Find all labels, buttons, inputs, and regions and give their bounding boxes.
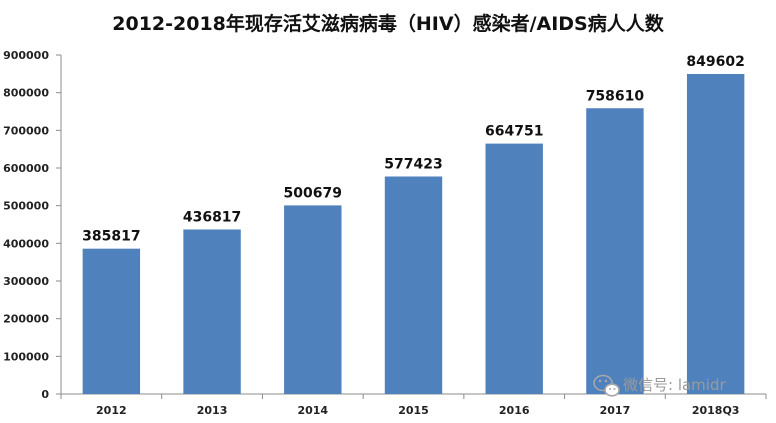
- data-label-2013: 436817: [183, 209, 241, 225]
- watermark-text: 微信号: lamidr: [623, 376, 726, 394]
- x-tick-label-2013: 2013: [197, 404, 228, 417]
- y-tick-label: 600000: [3, 162, 49, 175]
- x-axis-ticks: 2012 2013 2014 2015 2016 2017 2018Q3: [96, 404, 739, 417]
- data-labels: 385817 436817 500679 577423 664751 758610 8496…: [82, 54, 745, 245]
- bar-2012: [82, 248, 141, 394]
- bar-2013: [183, 229, 241, 394]
- chart-title: 2012-2018年现存活艾滋病病毒（HIV）感染者/AIDS病人人数: [112, 12, 664, 35]
- y-tick-label: 300000: [3, 275, 49, 288]
- y-tick-label: 700000: [3, 124, 49, 137]
- x-tick-label-2012: 2012: [96, 404, 127, 417]
- data-label-2012: 385817: [82, 229, 140, 245]
- bar-2016: [485, 143, 543, 394]
- bar-2014: [284, 205, 342, 394]
- data-label-2016: 664751: [485, 124, 543, 140]
- x-tick-label-2017: 2017: [600, 404, 631, 417]
- watermark: 微信号: lamidr: [593, 374, 726, 397]
- y-tick-label: 200000: [3, 313, 49, 326]
- y-tick-label: 500000: [3, 200, 49, 213]
- bars: [82, 73, 745, 394]
- bar-2018Q3: [686, 73, 745, 394]
- y-tick-label: 0: [41, 388, 49, 401]
- x-tick-label-2018Q3: 2018Q3: [692, 404, 740, 417]
- y-tick-label: 800000: [3, 87, 49, 100]
- x-tick-label-2016: 2016: [499, 404, 530, 417]
- bar-2015: [384, 176, 443, 394]
- bar-2017: [586, 108, 644, 394]
- data-label-2018Q3: 849602: [686, 54, 744, 70]
- y-tick-label: 900000: [3, 49, 49, 62]
- wechat-icon: [593, 374, 620, 397]
- y-axis-ticks: 0 100000 200000 300000 400000 500000 600000 700…: [3, 49, 61, 401]
- y-tick-label: 100000: [3, 350, 49, 363]
- x-tick-label-2015: 2015: [398, 404, 429, 417]
- y-tick-label: 400000: [3, 237, 49, 250]
- data-label-2015: 577423: [384, 157, 442, 173]
- data-label-2014: 500679: [284, 185, 342, 201]
- x-tick-label-2014: 2014: [297, 404, 328, 417]
- data-label-2017: 758610: [586, 88, 645, 104]
